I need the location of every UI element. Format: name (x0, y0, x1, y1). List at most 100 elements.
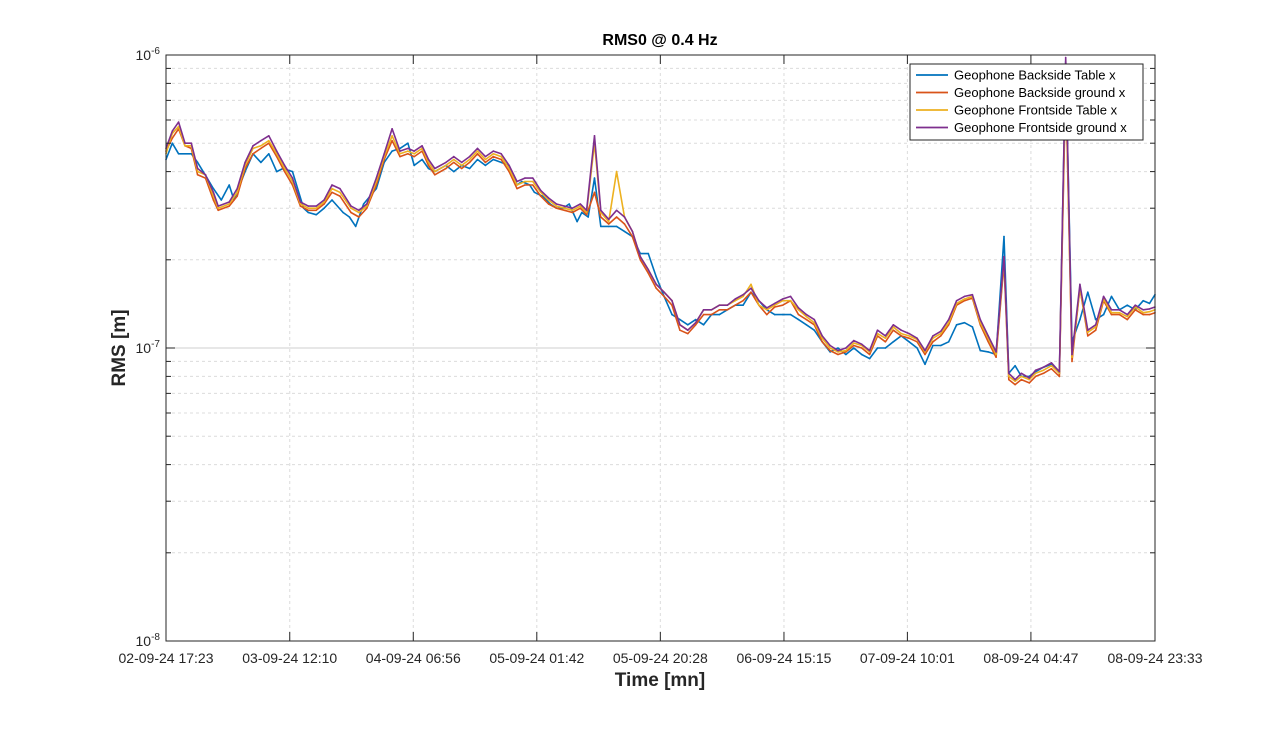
data-point (434, 170, 436, 173)
data-point (671, 299, 673, 302)
data-point (600, 225, 602, 228)
data-point (837, 349, 839, 352)
data-point (476, 158, 479, 161)
data-point (860, 353, 863, 356)
data-point (995, 353, 997, 356)
data-point (924, 353, 926, 356)
data-point (399, 150, 401, 152)
data-point (742, 299, 744, 302)
data-point (940, 344, 942, 347)
data-point (283, 170, 286, 173)
data-point (829, 349, 831, 352)
data-point (702, 309, 705, 311)
data-point (789, 299, 792, 302)
data-point (427, 167, 430, 170)
data-point (1020, 375, 1023, 378)
data-point (196, 174, 199, 176)
data-point (375, 177, 378, 179)
data-point (947, 318, 950, 321)
data-point (460, 161, 463, 164)
data-point (687, 329, 689, 332)
data-point (1148, 308, 1151, 310)
data-point (750, 283, 752, 286)
legend-label: Geophone Frontside ground x (954, 120, 1127, 135)
data-point (702, 324, 705, 326)
data-point (908, 332, 910, 335)
data-point (734, 298, 736, 300)
data-point (766, 313, 768, 316)
data-point (212, 187, 215, 190)
data-point (805, 315, 808, 318)
data-point (217, 207, 219, 209)
data-point (1094, 326, 1097, 328)
data-point (299, 205, 302, 207)
data-point (773, 304, 776, 307)
data-point (571, 211, 574, 214)
data-point (1050, 364, 1053, 367)
data-point (1094, 318, 1097, 321)
data-point (813, 318, 816, 321)
data-point (508, 167, 510, 170)
data-point (555, 203, 558, 205)
data-point (742, 293, 744, 296)
data-point (726, 309, 729, 311)
legend-label: Geophone Backside ground x (954, 85, 1126, 100)
x-tick-label: 07-09-24 10:01 (860, 650, 955, 666)
data-point (391, 150, 393, 152)
data-point (307, 205, 310, 207)
data-point (1126, 313, 1129, 316)
data-point (228, 203, 230, 205)
data-point (868, 357, 871, 360)
x-tick-label: 06-09-24 15:15 (736, 650, 831, 666)
data-point (1148, 313, 1151, 316)
data-point (532, 180, 534, 183)
data-point (710, 309, 713, 311)
data-point (568, 203, 570, 205)
data-point (283, 167, 286, 170)
data-point (1126, 318, 1129, 321)
data-point (391, 139, 393, 142)
data-point (718, 313, 721, 316)
data-point (585, 213, 588, 216)
data-point (671, 313, 673, 316)
data-point (837, 351, 839, 353)
data-point (421, 145, 423, 147)
data-point (585, 209, 588, 212)
data-point (797, 309, 800, 311)
data-point (1020, 378, 1023, 381)
data-point (413, 150, 416, 152)
data-point (307, 211, 310, 214)
data-point (331, 184, 333, 186)
data-point (228, 205, 230, 207)
data-point (900, 332, 902, 335)
data-point (484, 158, 487, 161)
data-point (307, 207, 310, 209)
data-point (837, 353, 839, 356)
x-tick-label: 02-09-24 17:23 (119, 650, 214, 666)
data-point (407, 153, 409, 155)
x-tick-label: 03-09-24 12:10 (242, 650, 337, 666)
data-point (631, 230, 634, 233)
legend-label: Geophone Backside Table x (954, 68, 1116, 83)
data-point (853, 347, 855, 349)
data-point (718, 309, 721, 311)
data-point (508, 170, 510, 173)
data-point (555, 207, 558, 209)
data-point (1028, 378, 1031, 381)
data-point (1028, 377, 1031, 379)
data-point (291, 177, 294, 179)
data-point (350, 205, 352, 207)
data-point (916, 337, 918, 340)
data-point (579, 207, 582, 209)
data-point (1042, 366, 1045, 369)
data-point (331, 191, 333, 194)
data-point (260, 147, 262, 150)
data-point (177, 153, 180, 155)
data-point (453, 161, 455, 164)
data-point (615, 209, 618, 212)
data-point (204, 174, 207, 176)
data-point (571, 209, 574, 212)
data-point (299, 203, 302, 205)
data-point (663, 291, 665, 294)
data-point (1064, 56, 1067, 59)
